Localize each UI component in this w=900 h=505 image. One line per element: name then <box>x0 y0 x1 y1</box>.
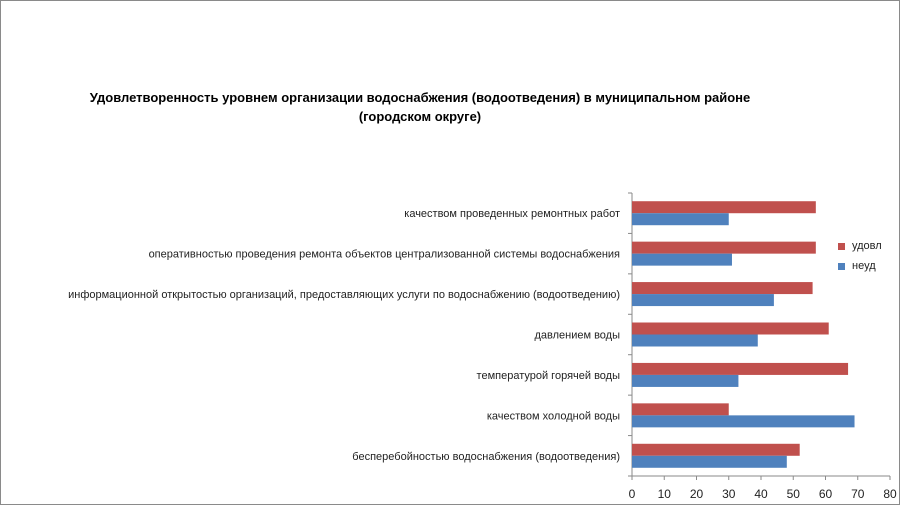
bar-satisfied <box>632 362 849 375</box>
legend-label-unsatisfied: неуд <box>852 260 876 272</box>
x-tick-label: 0 <box>629 487 636 501</box>
legend-swatch-unsatisfied <box>838 262 845 270</box>
x-tick-label: 50 <box>787 487 801 501</box>
category-label: оперативностью проведения ремонта объект… <box>149 249 620 261</box>
bar-unsatisfied <box>632 213 729 226</box>
x-tick-label: 40 <box>754 487 768 501</box>
legend-swatch-satisfied <box>838 242 845 250</box>
bar-unsatisfied <box>632 415 855 428</box>
category-label: качеством проведенных ремонтных работ <box>404 208 620 220</box>
chart-title: Удовлетворенность уровнем организации во… <box>50 88 790 126</box>
category-label: давлением воды <box>534 330 620 342</box>
legend: удовл неуд <box>838 236 882 276</box>
category-label: информационной открытостью организаций, … <box>68 289 620 301</box>
x-tick-label: 80 <box>883 487 897 501</box>
bar-satisfied <box>632 282 813 295</box>
x-tick-label: 20 <box>690 487 704 501</box>
legend-item-satisfied: удовл <box>838 236 882 256</box>
bar-satisfied <box>632 241 816 254</box>
bar-unsatisfied <box>632 253 732 266</box>
x-tick-label: 30 <box>722 487 736 501</box>
chart-title-line-2: (городском округе) <box>358 109 482 124</box>
bar-unsatisfied <box>632 455 787 468</box>
category-label: качеством холодной воды <box>487 410 620 422</box>
category-label: бесперебойностью водоснабжения (водоотве… <box>352 451 620 463</box>
bar-unsatisfied <box>632 374 739 387</box>
category-label: температурой горячей воды <box>477 370 621 382</box>
bar-satisfied <box>632 322 829 335</box>
legend-label-satisfied: удовл <box>852 240 882 252</box>
x-tick-label: 10 <box>658 487 672 501</box>
bar-unsatisfied <box>632 334 758 347</box>
x-tick-label: 60 <box>819 487 833 501</box>
bar-satisfied <box>632 201 816 214</box>
bar-satisfied <box>632 443 800 456</box>
legend-item-unsatisfied: неуд <box>838 256 882 276</box>
bar-satisfied <box>632 403 729 416</box>
chart-title-line-1: Удовлетворенность уровнем организации во… <box>89 90 751 105</box>
bar-unsatisfied <box>632 294 774 307</box>
x-tick-label: 70 <box>851 487 865 501</box>
